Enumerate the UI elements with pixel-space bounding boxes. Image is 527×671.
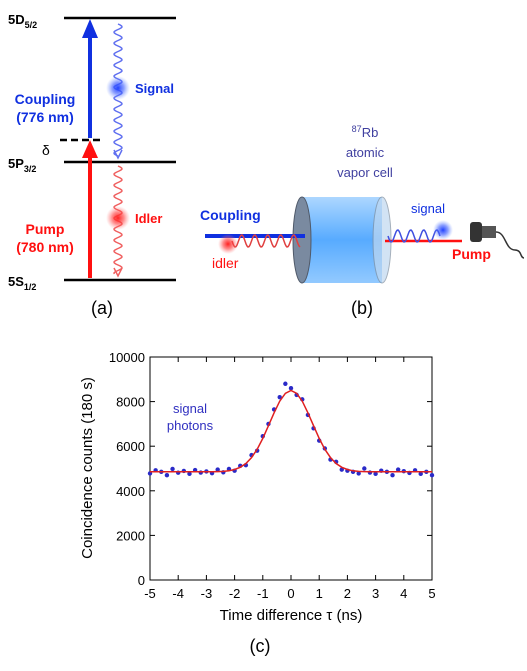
y-tick-label: 8000 [116,395,145,410]
panel-a: 5D5/2 5P3/2 5S1/2 δ Coupling (776 nm) Si… [8,12,176,318]
data-point [429,472,435,478]
x-tick-label: -4 [172,586,184,601]
idler-wave [231,234,301,248]
idler-label: idler [212,255,239,271]
cell-sup: 87 [352,124,362,134]
delta-label: δ [42,142,50,158]
data-point [164,472,170,478]
data-point [395,467,401,472]
x-tick-label: -1 [257,586,269,601]
level-label: 5D5/2 [8,12,37,30]
x-tick-label: 4 [400,586,407,601]
level-text: 5D [8,12,25,27]
level-sub: 3/2 [24,164,37,174]
coupling-label: Coupling [200,207,261,223]
panel-b: 87Rb atomic vapor cell Coupling idler si… [200,124,525,318]
signal-label: Signal [135,81,174,96]
annotation: photons [167,418,214,433]
caption: (b) [351,298,373,318]
caption: (a) [91,298,113,318]
idler-photon [106,206,130,230]
fit-line [150,389,432,473]
y-tick-label: 10000 [109,350,145,365]
y-tick-label: 4000 [116,484,145,499]
level-sub: 5/2 [25,20,38,30]
data-point [418,471,423,477]
detector [470,222,525,259]
coupling-label: (776 nm) [16,109,74,125]
x-tick-label: -3 [201,586,213,601]
data-point [215,467,220,472]
data-point [390,472,395,478]
data-point [283,381,288,386]
signal-wave [387,229,441,243]
y-tick-label: 6000 [116,439,145,454]
signal-photon [106,76,130,100]
coupling-label: Coupling [15,91,76,107]
cell-text: Rb [362,125,379,140]
cell-label: atomic [346,145,385,160]
data-point [170,466,175,472]
y-axis-label: Coincidence counts (180 s) [79,377,96,559]
x-tick-label: 5 [428,586,435,601]
cell-label: 87Rb [352,124,379,140]
annotation: signal [173,401,207,416]
y-tick-label: 0 [138,573,145,588]
level-text: 5S [8,274,24,289]
x-tick-label: 1 [316,586,323,601]
coupling-arrow-head [82,19,98,38]
cell-label: vapor cell [337,165,393,180]
data-point [187,471,192,477]
x-tick-label: 3 [372,586,379,601]
idler-label: Idler [135,211,162,226]
data-point [277,394,282,400]
chart: Coincidence counts (180 s) Time differen… [79,350,436,656]
level-label: 5P3/2 [8,156,36,174]
level-label: 5S1/2 [8,274,36,292]
data-point [362,466,367,471]
x-tick-label: -5 [144,586,156,601]
cell-window [292,196,312,284]
pump-label: (780 nm) [16,239,74,255]
data-point [356,471,361,476]
pump-arrow-head [82,140,98,158]
signal-photon [433,220,453,240]
x-tick-label: -2 [229,586,241,601]
vapor-cell [302,197,382,283]
x-axis-label: Time difference τ (ns) [220,607,363,624]
pump-label: Pump [452,246,491,262]
idler-photon [218,234,238,254]
x-tick-label: 2 [344,586,351,601]
x-tick-label: 0 [287,586,294,601]
pump-label: Pump [26,221,65,237]
y-tick-label: 2000 [116,528,145,543]
data-point [373,471,378,477]
level-sub: 1/2 [24,282,37,292]
level-text: 5P [8,156,24,171]
caption: (c) [250,636,271,656]
signal-label: signal [411,201,445,216]
data-point [288,386,294,391]
